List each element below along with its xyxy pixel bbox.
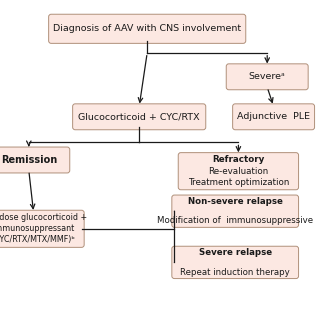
Text: Refractory: Refractory <box>212 155 265 164</box>
FancyBboxPatch shape <box>178 153 299 190</box>
Text: Glucocorticoid + CYC/RTX: Glucocorticoid + CYC/RTX <box>78 112 200 121</box>
FancyBboxPatch shape <box>226 64 308 90</box>
FancyBboxPatch shape <box>73 104 206 130</box>
Text: Low dose glucocorticoid +
immunosuppressant
(CYC/RTX/MTX/MMF)ᵇ: Low dose glucocorticoid + immunosuppress… <box>0 213 87 244</box>
Text: Non-severe relapse: Non-severe relapse <box>188 197 283 206</box>
FancyBboxPatch shape <box>233 104 315 130</box>
Text: Repeat induction therapy: Repeat induction therapy <box>180 268 290 277</box>
Text: Diagnosis of AAV with CNS involvement: Diagnosis of AAV with CNS involvement <box>53 24 241 33</box>
Text: Treatment optimization: Treatment optimization <box>188 178 289 187</box>
FancyBboxPatch shape <box>0 147 70 173</box>
Text: Re-evaluation: Re-evaluation <box>208 167 268 176</box>
FancyBboxPatch shape <box>172 195 299 227</box>
Text: Severeᵃ: Severeᵃ <box>249 72 285 81</box>
FancyBboxPatch shape <box>0 210 84 247</box>
Text: Remission: Remission <box>1 155 57 165</box>
FancyBboxPatch shape <box>49 14 246 43</box>
Text: Modification of  immunosuppressive: Modification of immunosuppressive <box>157 217 313 226</box>
Text: Severe relapse: Severe relapse <box>199 248 272 257</box>
FancyBboxPatch shape <box>172 246 299 278</box>
Text: Adjunctive  PLE: Adjunctive PLE <box>237 112 310 121</box>
